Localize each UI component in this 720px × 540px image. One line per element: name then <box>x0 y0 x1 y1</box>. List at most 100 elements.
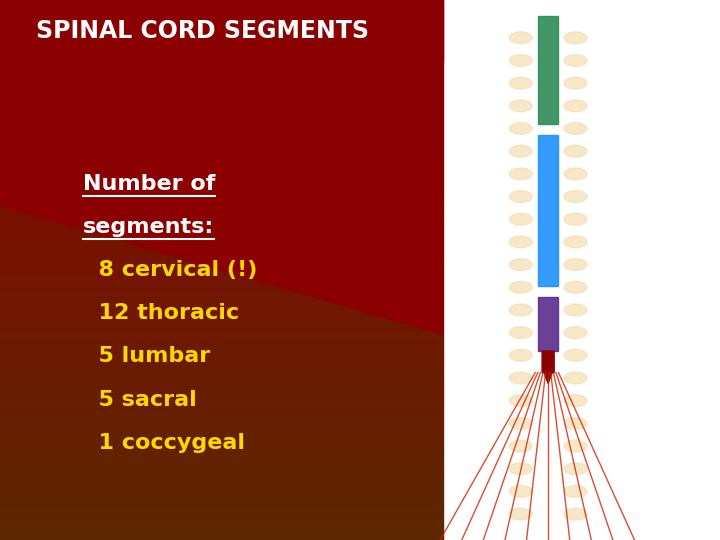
Bar <box>0 302 443 304</box>
Bar <box>0 228 443 231</box>
Bar <box>0 281 443 282</box>
Ellipse shape <box>564 281 587 293</box>
Bar <box>0 340 443 342</box>
Bar <box>0 358 443 360</box>
Ellipse shape <box>564 123 587 134</box>
Bar <box>0 211 443 212</box>
Bar <box>0 448 443 450</box>
Bar <box>0 110 443 112</box>
Bar <box>0 439 443 441</box>
Ellipse shape <box>564 417 587 429</box>
Bar <box>0 518 443 520</box>
Bar <box>0 218 443 220</box>
Bar <box>0 481 443 482</box>
Ellipse shape <box>564 168 587 180</box>
Bar <box>0 434 443 436</box>
Bar <box>0 353 443 355</box>
Bar <box>0 326 443 328</box>
Bar <box>0 315 443 317</box>
Bar <box>0 32 443 34</box>
Bar <box>0 520 443 522</box>
Bar <box>0 39 443 42</box>
Bar <box>0 50 443 52</box>
Bar <box>0 329 443 331</box>
Bar <box>0 88 443 90</box>
Bar <box>0 279 443 281</box>
Bar <box>0 248 443 250</box>
Bar <box>0 274 443 275</box>
Ellipse shape <box>509 259 532 271</box>
Bar <box>443 0 720 540</box>
Bar <box>0 193 443 194</box>
Bar <box>0 351 443 353</box>
Bar <box>0 220 443 221</box>
Bar <box>0 366 443 367</box>
Bar <box>0 488 443 490</box>
Bar <box>0 238 443 239</box>
Bar <box>0 443 443 444</box>
Bar <box>0 468 443 470</box>
Bar <box>0 142 443 144</box>
Bar <box>0 70 443 72</box>
Bar <box>0 16 443 18</box>
Bar <box>0 131 443 133</box>
Bar <box>0 383 443 385</box>
Bar <box>0 414 443 416</box>
Bar <box>0 272 443 274</box>
Bar <box>0 355 443 356</box>
Bar <box>0 495 443 497</box>
Bar <box>0 347 443 349</box>
Bar <box>0 128 443 130</box>
Bar <box>0 185 443 187</box>
Bar <box>0 464 443 466</box>
Bar <box>0 29 443 31</box>
Ellipse shape <box>564 55 587 66</box>
Bar <box>0 241 443 243</box>
Bar <box>0 420 443 421</box>
Bar <box>0 412 443 414</box>
Bar <box>0 528 443 529</box>
Bar <box>0 191 443 193</box>
Bar <box>0 484 443 486</box>
Bar <box>0 239 443 241</box>
Bar <box>0 529 443 531</box>
Ellipse shape <box>509 77 532 89</box>
Bar <box>0 207 443 209</box>
Bar <box>0 410 443 412</box>
Bar <box>0 421 443 423</box>
Text: 5 lumbar: 5 lumbar <box>83 346 210 367</box>
Text: Number of: Number of <box>83 173 215 194</box>
Bar <box>0 349 443 351</box>
Bar <box>0 130 443 131</box>
Ellipse shape <box>509 168 532 180</box>
Bar <box>0 525 443 528</box>
Bar <box>0 331 443 333</box>
Ellipse shape <box>509 100 532 112</box>
Bar <box>0 25 443 27</box>
Ellipse shape <box>509 55 532 66</box>
Ellipse shape <box>509 32 532 44</box>
Bar <box>0 259 443 261</box>
Bar <box>0 139 443 140</box>
Bar <box>0 425 443 427</box>
Bar <box>0 77 443 79</box>
Bar <box>0 447 443 448</box>
Bar <box>0 515 443 517</box>
Bar <box>0 72 443 74</box>
Bar <box>0 390 443 393</box>
Ellipse shape <box>564 77 587 89</box>
Bar <box>0 147 443 150</box>
FancyArrow shape <box>542 351 554 383</box>
Bar <box>0 2 443 4</box>
Bar <box>0 306 443 308</box>
Bar <box>0 531 443 533</box>
Bar <box>0 385 443 387</box>
Bar <box>0 475 443 477</box>
Bar <box>0 444 443 447</box>
Ellipse shape <box>564 349 587 361</box>
Bar <box>0 104 443 106</box>
Ellipse shape <box>509 304 532 316</box>
Bar <box>0 58 443 59</box>
Bar <box>0 297 443 299</box>
Bar <box>0 320 443 322</box>
